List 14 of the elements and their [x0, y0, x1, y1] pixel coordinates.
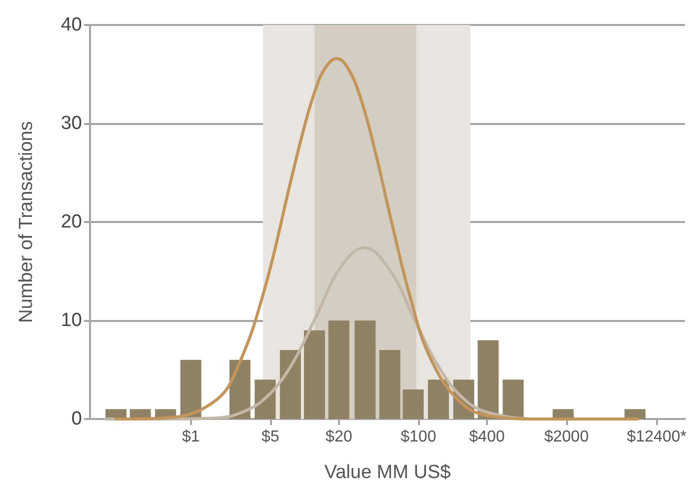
x-tick-label: $100	[400, 428, 436, 446]
y-tick-label: 10	[60, 310, 82, 331]
y-axis-title: Number of Transactions	[16, 121, 37, 323]
x-tick-label: $2000	[544, 428, 589, 446]
y-tick-label: 40	[60, 14, 82, 36]
x-tick-label: $400	[469, 428, 505, 446]
y-tick-label: 20	[60, 212, 82, 232]
x-tick-label: $5	[261, 428, 280, 446]
x-axis-title: Value MM US$	[324, 462, 452, 483]
y-tick-label: 30	[60, 113, 82, 134]
x-tick-label: $20	[326, 428, 352, 446]
y-tick-label: 0	[71, 408, 82, 430]
x-tick-label: $12400*	[626, 428, 686, 446]
x-tick-label: $1	[182, 428, 200, 446]
